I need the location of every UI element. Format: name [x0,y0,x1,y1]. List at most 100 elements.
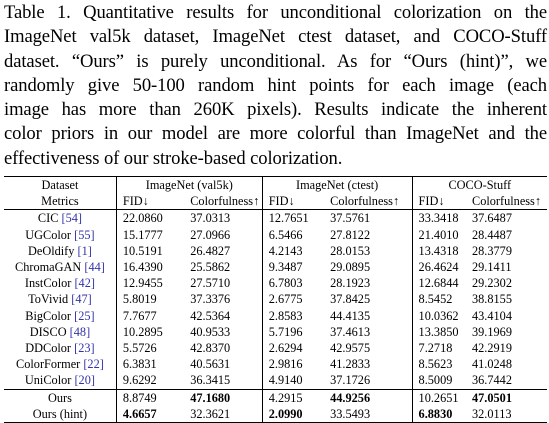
method-name: CIC [54] [4,209,117,227]
method-name: Ours (hint) [4,405,117,423]
fid-value: 13.3850 [418,324,459,339]
fid-value: 10.0362 [418,308,459,323]
fid-value: 16.4390 [122,260,163,275]
dataset-label: Dataset [4,176,117,194]
table-caption: Table 1. Quantitative results for uncond… [4,1,547,171]
fid-value: 7.7677 [122,308,157,323]
metric-header-colorfulness: Colorfulness↑ [322,193,413,210]
colorfulness-value: 37.0313 [182,209,263,227]
fid-value: 10.2651 [412,388,464,406]
citation-link[interactable]: [42] [74,276,95,291]
fid-value: 5.8019 [122,292,157,307]
fid-value: 10.2895 [122,324,163,339]
table-row: Ours 8.8749 47.1680 4.2915 44.9256 10.2651 47.… [4,388,547,406]
fid-value: 9.6292 [122,373,157,388]
method-name: InstColor [42] [4,275,117,292]
method-label: UniColor [24,373,72,388]
fid-value: 7.2718 [418,341,453,356]
fid-value: 4.6657 [116,405,183,423]
colorfulness-value: 28.1923 [322,275,413,292]
colorfulness-value: 29.0895 [322,259,413,276]
method-name: DDColor [23] [4,340,117,357]
fid-value: 22.0860 [116,209,183,227]
method-label: ChromaGAN [15,260,82,275]
group-header: ImageNet (ctest) [262,176,413,194]
fid-value: 2.8583 [268,308,303,323]
method-label: Ours (hint) [32,406,88,421]
citation-link[interactable]: [22] [83,357,104,372]
fid-value: 33.3418 [412,209,464,227]
table-row: BigColor [25] 7.7677 42.5364 2.8583 44.4135 1… [4,307,547,324]
colorfulness-value: 47.1680 [182,388,263,406]
table-row: InstColor [42] 12.9455 27.5710 6.7803 28.192… [4,275,547,292]
table-row: UGColor [55] 15.1777 27.0966 6.5466 27.8122 2… [4,226,547,243]
table-row: DDColor [23] 5.5726 42.8370 2.6294 42.9575 7.… [4,340,547,357]
fid-value: 15.1777 [122,227,163,242]
colorfulness-value: 32.3621 [182,405,263,423]
fid-value: 9.3487 [268,260,303,275]
citation-link[interactable]: [23] [74,341,95,356]
method-label: ToVivid [28,292,69,307]
table-row: DeOldify [1] 10.5191 26.4827 4.2143 28.0153 1… [4,242,547,260]
fid-value: 6.7803 [268,276,303,291]
caption-line: effectiveness of our stroke-based colori… [4,147,343,169]
fid-value: 6.8830 [412,405,464,423]
fid-value: 8.5009 [418,373,453,388]
fid-value: 5.5726 [122,341,157,356]
colorfulness-value: 25.5862 [182,259,263,276]
colorfulness-value: 40.9533 [182,323,263,341]
colorfulness-value: 29.2302 [472,276,512,291]
metric-header-colorfulness: Colorfulness↑ [182,193,263,210]
colorfulness-value: 41.0248 [472,357,512,372]
colorfulness-value: 44.4135 [322,307,413,324]
metric-header-colorfulness: Colorfulness↑ [472,194,541,209]
colorfulness-value: 43.4104 [472,308,512,323]
method-name: Ours [4,388,117,406]
citation-link[interactable]: [20] [74,373,95,388]
metric-header-fid: FID↓ [122,194,149,209]
fid-value: 2.6294 [268,341,303,356]
metrics-label: Metrics [4,193,117,210]
colorfulness-value: 40.5631 [182,356,263,373]
colorfulness-value: 36.7442 [472,373,512,388]
fid-value: 4.2143 [268,243,303,258]
fid-value: 12.7651 [262,209,323,227]
metric-header-fid: FID↓ [418,194,445,209]
table-row: ToVivid [47] 5.8019 37.3376 2.6775 37.8425 8.… [4,291,547,308]
citation-link[interactable]: [44] [84,260,105,275]
method-name: BigColor [25] [4,307,117,324]
method-label: Ours [47,390,72,405]
fid-value: 8.8749 [116,388,183,406]
colorfulness-value: 33.5493 [322,405,413,423]
colorfulness-value: 27.8122 [322,226,413,243]
colorfulness-value: 37.3376 [182,291,263,308]
citation-link[interactable]: [47] [71,292,92,307]
fid-value: 10.5191 [122,243,163,258]
fid-value: 2.6775 [268,292,303,307]
citation-link[interactable]: [54] [61,211,82,226]
citation-link[interactable]: [55] [74,227,95,242]
table-row: DISCO [48] 10.2895 40.9533 5.7196 37.4613 13.… [4,323,547,341]
caption-line: image has more than 260K pixels). Result… [4,99,547,121]
method-name: DeOldify [1] [4,242,117,260]
table-row: Ours (hint) 4.6657 32.3621 2.0990 33.5493 6.8… [4,405,547,423]
method-label: BigColor [25,308,72,323]
citation-link[interactable]: [25] [74,308,95,323]
colorfulness-value: 26.4827 [182,242,263,260]
colorfulness-value: 47.0501 [464,388,547,406]
colorfulness-value: 37.6487 [464,209,547,227]
method-label: DISCO [29,324,67,339]
caption-line: randomly give 50-100 random hint points … [4,74,547,96]
method-label: CIC [37,211,59,226]
method-name: UGColor [55] [4,226,117,243]
fid-value: 8.5452 [418,292,453,307]
colorfulness-value: 42.8370 [182,340,263,357]
table-row: UniColor [20] 9.6292 36.3415 4.9140 37.1726 8… [4,372,547,390]
citation-link[interactable]: [1] [77,243,92,258]
citation-link[interactable]: [48] [69,324,91,339]
fid-value: 4.2915 [262,388,323,406]
header-row-metrics: Metrics FID↓ Colorfulness↑ FID↓ Colorful… [4,193,547,210]
colorfulness-value: 29.1411 [472,260,512,275]
metric-header-fid: FID↓ [268,194,295,209]
caption-line: color priors in our model are more color… [4,123,547,145]
